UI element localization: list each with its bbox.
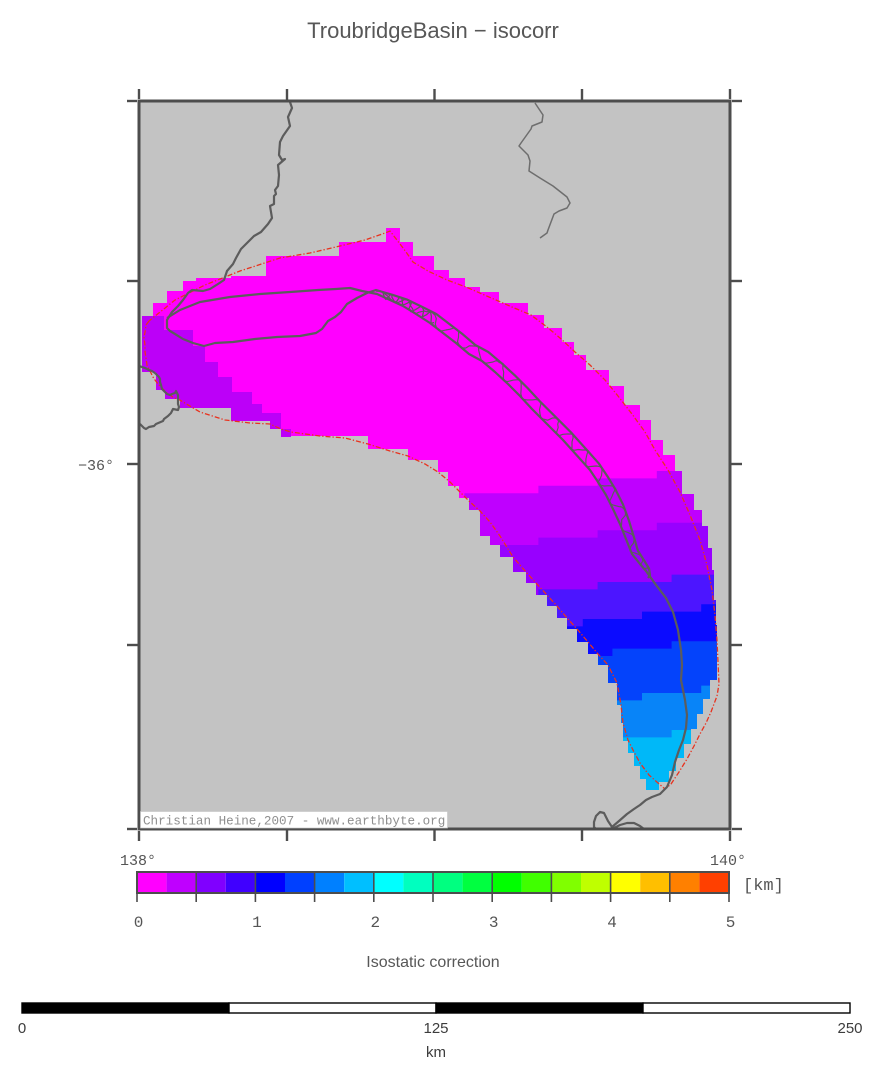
svg-text:1: 1 — [252, 914, 262, 932]
svg-text:km: km — [426, 1044, 446, 1061]
svg-text:250: 250 — [837, 1020, 862, 1037]
svg-text:125: 125 — [423, 1020, 448, 1037]
svg-text:Isostatic correction: Isostatic correction — [366, 954, 499, 971]
svg-text:3: 3 — [489, 914, 499, 932]
svg-text:138°: 138° — [120, 853, 156, 870]
svg-text:140°: 140° — [710, 853, 746, 870]
svg-text:Christian Heine,2007 - www.ear: Christian Heine,2007 - www.earthbyte.org — [143, 815, 445, 829]
svg-text:TroubridgeBasin − isocorr: TroubridgeBasin − isocorr — [307, 18, 559, 43]
svg-text:2: 2 — [370, 914, 380, 932]
svg-text:0: 0 — [134, 914, 144, 932]
svg-text:−36°: −36° — [78, 458, 114, 475]
svg-text:[km]: [km] — [743, 877, 784, 896]
svg-text:5: 5 — [726, 914, 736, 932]
svg-text:4: 4 — [607, 914, 617, 932]
svg-text:0: 0 — [18, 1020, 26, 1037]
